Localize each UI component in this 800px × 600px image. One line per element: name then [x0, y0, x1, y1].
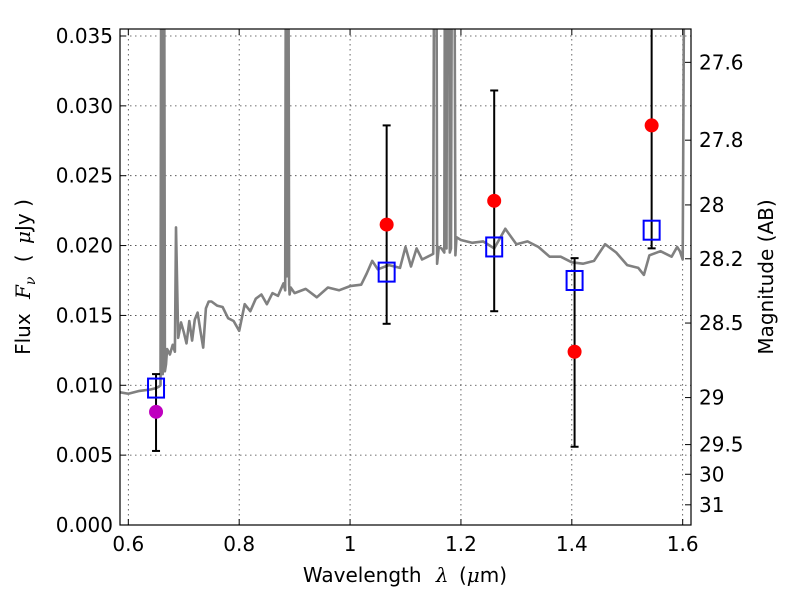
x-tick-label-2: 1 [344, 532, 357, 556]
x-axis-ticks: 0.6 0.8 1 1.2 1.4 1.6 [112, 29, 699, 556]
observed-point-2 [487, 193, 502, 208]
y-tick-label-7: 0.035 [56, 24, 113, 48]
observed-point-0 [149, 404, 164, 419]
magnitude-tick-label-2: 28 [699, 193, 724, 217]
model-spectrum-line [120, 29, 686, 395]
observed-point-3 [567, 344, 582, 359]
x-tick-label-1: 0.8 [223, 532, 255, 556]
x-tick-label-5: 1.6 [667, 532, 699, 556]
y-tick-label-1: 0.005 [56, 443, 113, 467]
error-bar-4 [647, 29, 656, 250]
grid [120, 29, 691, 526]
model-point-4 [642, 219, 661, 241]
magnitude-tick-label-1: 27.8 [699, 128, 744, 152]
x-tick-label-0: 0.6 [112, 532, 144, 556]
magnitude-tick-label-7: 30 [699, 462, 724, 486]
magnitude-tick-label-5: 29 [699, 386, 724, 410]
y-tick-label-0: 0.000 [56, 513, 113, 537]
magnitude-axis-title: Magnitude (AB) [754, 199, 778, 354]
model-points [147, 219, 661, 399]
y-axis-ticks: 0.000 0.005 0.010 0.015 0.020 0.025 0.030 0.035 [56, 24, 126, 537]
y-axis-title: Flux Fν ( μJy ) [11, 199, 40, 355]
observed-point-1 [379, 217, 394, 232]
plot-frame [119, 28, 692, 526]
x-tick-label-4: 1.4 [556, 532, 588, 556]
magnitude-tick-label-8: 31 [699, 493, 724, 517]
model-point-1 [377, 261, 396, 283]
model-point-2 [485, 236, 504, 258]
y-tick-label-4: 0.020 [56, 234, 113, 258]
y-tick-label-2: 0.010 [56, 373, 113, 397]
x-tick-label-3: 1.2 [445, 532, 477, 556]
model-point-3 [565, 269, 584, 291]
magnitude-tick-label-4: 28.5 [699, 311, 744, 335]
observed-points [149, 118, 659, 419]
observed-point-4 [644, 118, 659, 133]
magnitude-tick-label-3: 28.2 [699, 247, 744, 271]
x-axis-title: Wavelength λ (μm) [303, 563, 507, 587]
magnitude-tick-label-6: 29.5 [699, 433, 744, 457]
error-bars [152, 29, 656, 452]
magnitude-tick-label-0: 27.6 [699, 50, 744, 74]
magnitude-axis-ticks: 27.6 27.8 28 28.2 28.5 29 29.5 30 31 [685, 50, 744, 517]
model-point-0 [147, 377, 166, 399]
y-tick-label-3: 0.015 [56, 303, 113, 327]
y-tick-label-6: 0.030 [56, 94, 113, 118]
y-tick-label-5: 0.025 [56, 164, 113, 188]
